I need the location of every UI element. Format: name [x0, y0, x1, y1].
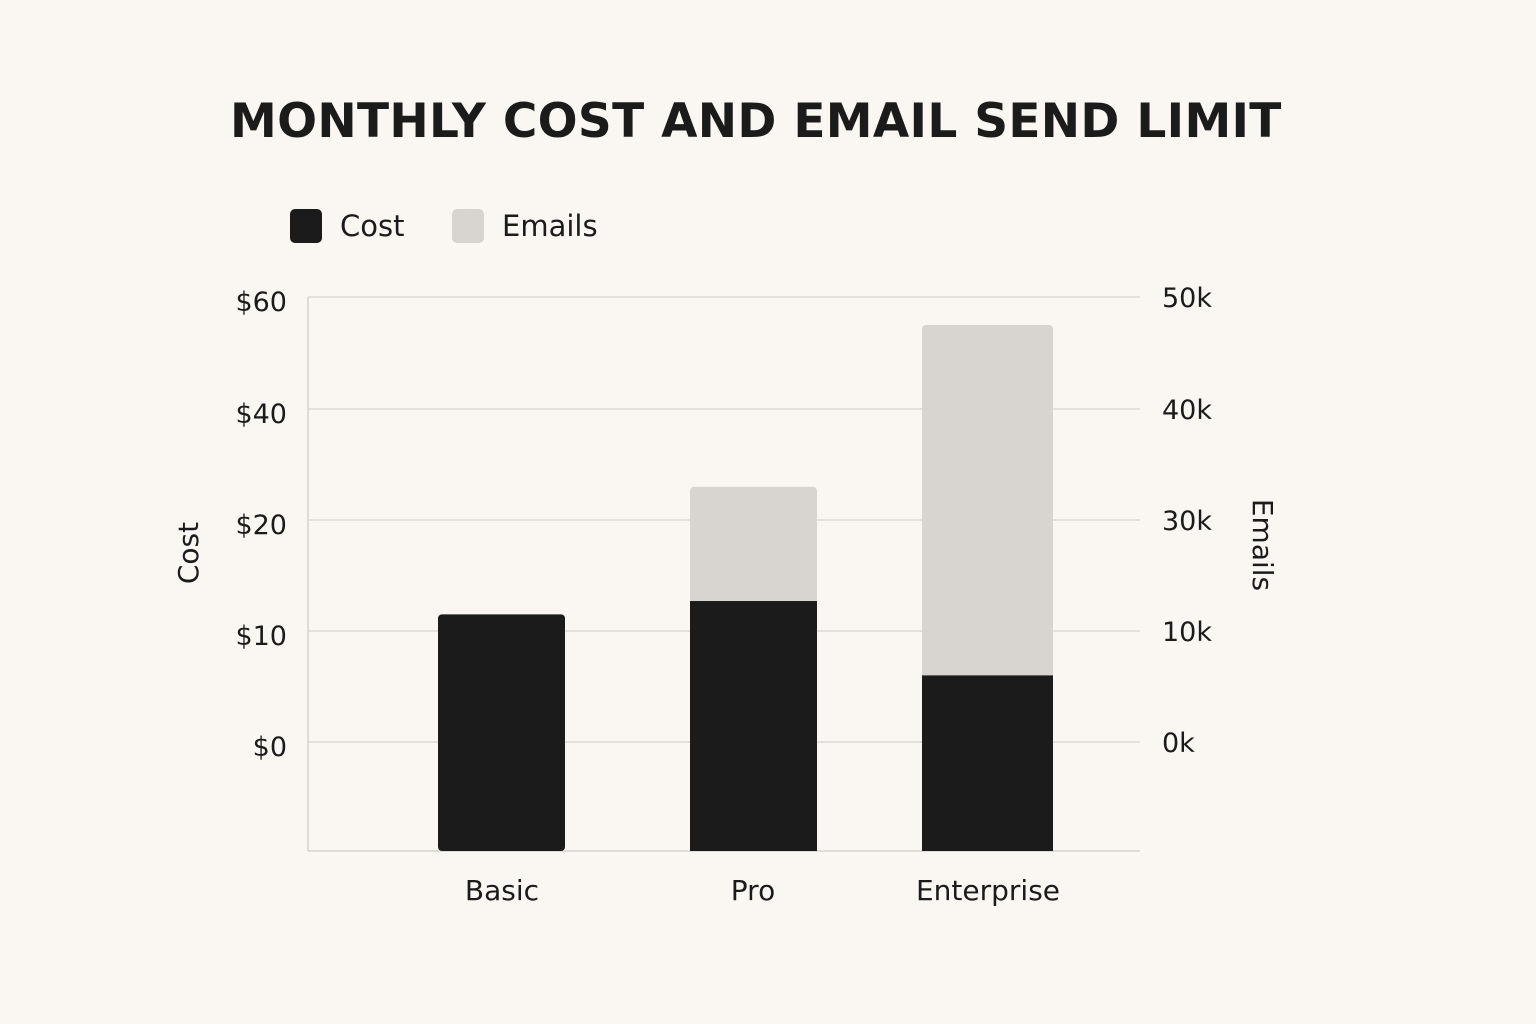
- y2-tick-label: 0k: [1162, 728, 1195, 759]
- y-tick-label: $20: [235, 510, 287, 541]
- y-axis-title: Cost: [172, 522, 205, 584]
- bar-cost-pro: [690, 601, 817, 851]
- y-tick-label: $0: [253, 732, 287, 763]
- legend-label-emails: Emails: [502, 209, 598, 243]
- y2-tick-label: 50k: [1162, 283, 1212, 314]
- bar-cost-enterprise: [922, 675, 1053, 851]
- legend-swatch-emails: [452, 209, 484, 243]
- bar-cost-basic: [438, 614, 565, 851]
- y-tick-label: $40: [235, 399, 287, 430]
- bar-emails-enterprise: [922, 325, 1053, 682]
- legend-item-cost: Cost: [290, 208, 404, 244]
- y2-tick-label: 40k: [1162, 395, 1212, 426]
- legend-item-emails: Emails: [452, 208, 598, 244]
- y2-tick-label: 30k: [1162, 506, 1212, 537]
- x-tick-label: Basic: [465, 874, 539, 907]
- y-tick-label: $60: [235, 287, 287, 318]
- legend-swatch-cost: [290, 209, 322, 243]
- legend-label-cost: Cost: [340, 209, 405, 243]
- x-tick-label: Pro: [731, 874, 775, 907]
- y2-tick-label: 10k: [1162, 617, 1212, 648]
- y2-axis-title: Emails: [1246, 499, 1279, 591]
- chart-title: MONTHLY COST AND EMAIL SEND LIMIT: [230, 94, 1282, 149]
- y-tick-label: $10: [235, 621, 287, 652]
- x-tick-label: Enterprise: [916, 874, 1060, 907]
- bar-emails-pro: [690, 486, 817, 608]
